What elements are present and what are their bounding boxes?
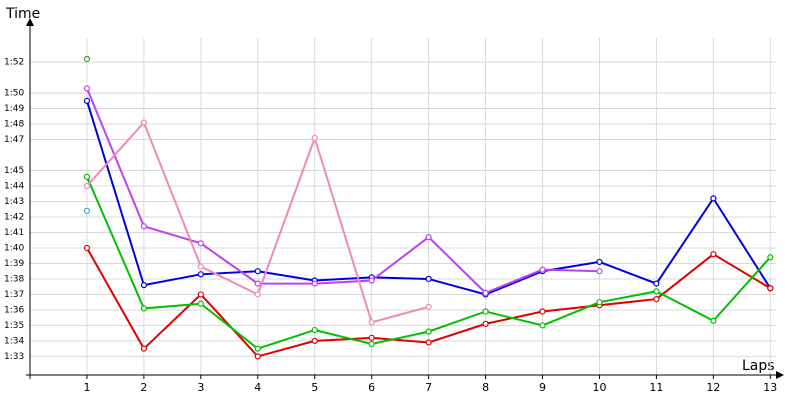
data-point — [140, 119, 147, 126]
data-point — [482, 308, 489, 315]
data-point — [140, 282, 147, 289]
x-tick-label: 5 — [311, 381, 318, 394]
y-tick-label: 1:38 — [4, 274, 24, 284]
data-point — [710, 317, 717, 324]
data-point — [653, 295, 660, 303]
data-point — [425, 303, 432, 310]
y-tick-label: 1:33 — [4, 352, 24, 362]
y-tick-label: 1:34 — [4, 336, 24, 346]
data-point — [596, 258, 603, 266]
x-tick-label: 13 — [763, 381, 777, 394]
data-point — [83, 182, 91, 190]
data-point — [482, 320, 489, 327]
data-point — [254, 291, 261, 298]
y-tick-label: 1:49 — [4, 104, 24, 114]
data-point — [83, 97, 91, 104]
y-tick-label: 1:37 — [4, 290, 24, 300]
x-tick-label: 9 — [539, 381, 546, 394]
data-point — [596, 268, 603, 275]
y-tick-label: 1:43 — [4, 197, 24, 207]
y-tick-label: 1:39 — [4, 259, 24, 269]
y-axis-arrow — [26, 18, 34, 26]
data-point — [425, 328, 432, 335]
data-point — [539, 322, 546, 329]
data-point — [767, 285, 774, 292]
data-point — [368, 340, 375, 348]
data-point — [539, 308, 546, 315]
data-point — [425, 275, 432, 283]
y-tick-label: 1:40 — [4, 243, 24, 253]
data-point — [710, 251, 717, 258]
data-point — [254, 353, 261, 360]
y-tick-label: 1:50 — [4, 89, 24, 99]
y-tick-label: 1:41 — [4, 228, 24, 238]
x-tick-label: 10 — [592, 381, 606, 394]
y-tick-label: 1:44 — [4, 182, 24, 192]
series-line — [86, 88, 600, 295]
y-tick-label: 1:48 — [4, 120, 24, 130]
x-tick-label: 4 — [254, 381, 261, 394]
data-point — [197, 291, 204, 298]
data-point — [83, 207, 91, 214]
data-point — [368, 319, 375, 326]
data-point — [197, 271, 204, 278]
data-point — [425, 339, 432, 346]
y-axis-label: Time — [5, 6, 40, 22]
x-tick-label: 11 — [649, 381, 663, 394]
y-tick-label: 1:36 — [4, 305, 24, 315]
data-point — [254, 345, 261, 352]
data-point — [368, 277, 375, 284]
data-point — [140, 305, 147, 312]
x-tick-label: 1 — [83, 381, 90, 394]
y-tick-label: 1:35 — [4, 321, 24, 331]
data-point — [767, 254, 774, 261]
x-axis-label: Laps — [742, 358, 775, 374]
x-tick-label: 8 — [482, 381, 489, 394]
data-point — [254, 280, 261, 287]
data-point — [596, 299, 603, 306]
data-point — [653, 288, 660, 295]
data-point — [197, 240, 204, 247]
data-point — [140, 223, 147, 230]
data-point — [425, 234, 432, 241]
data-point — [311, 326, 318, 334]
y-tick-label: 1:42 — [4, 212, 24, 222]
x-tick-label: 6 — [368, 381, 375, 394]
y-tick-label: 1:52 — [4, 58, 24, 68]
data-point — [83, 55, 91, 63]
y-tick-label: 1:45 — [4, 166, 24, 176]
data-point — [140, 345, 147, 352]
data-point — [311, 134, 318, 142]
data-point — [539, 266, 546, 273]
x-tick-label: 7 — [425, 381, 432, 394]
x-tick-label: 2 — [140, 381, 147, 394]
data-point — [83, 244, 91, 252]
data-point — [653, 280, 660, 287]
x-tick-label: 12 — [706, 381, 720, 394]
x-tick-label: 3 — [197, 381, 204, 394]
y-tick-label: 1:47 — [4, 135, 24, 145]
data-point — [368, 334, 375, 341]
data-point — [254, 268, 261, 275]
data-point — [83, 85, 91, 92]
data-point — [482, 289, 489, 296]
data-point — [83, 173, 91, 180]
data-point — [311, 337, 318, 345]
data-point — [710, 195, 717, 202]
data-point — [197, 300, 204, 307]
x-axis-arrow — [776, 371, 784, 379]
data-point — [311, 280, 318, 287]
data-point — [197, 263, 204, 270]
